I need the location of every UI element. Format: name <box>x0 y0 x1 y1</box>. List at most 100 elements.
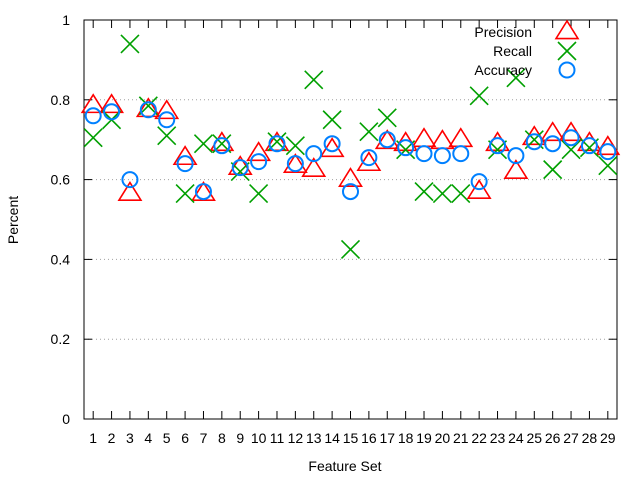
recall-point <box>83 128 103 148</box>
recall-point <box>138 96 158 116</box>
accuracy-point <box>176 155 194 173</box>
accuracy-point <box>599 143 617 161</box>
accuracy-point <box>415 145 433 163</box>
x-tick-label: 9 <box>236 430 244 446</box>
accuracy-point <box>507 147 525 165</box>
data-marks <box>80 34 621 259</box>
accuracy-point <box>158 111 176 129</box>
legend-label-precision: Precision <box>474 24 532 40</box>
y-axis-label: Percent <box>5 196 21 244</box>
y-tick-label: 1 <box>62 12 70 28</box>
x-tick-label: 1 <box>89 430 97 446</box>
x-tick-label: 17 <box>379 430 395 446</box>
accuracy-point <box>121 171 139 189</box>
recall-point <box>120 34 140 54</box>
accuracy-point <box>525 133 543 151</box>
accuracy-point <box>139 101 157 119</box>
recall-point <box>304 70 324 90</box>
x-tick-label: 3 <box>126 430 134 446</box>
x-tick-label: 15 <box>343 430 359 446</box>
precision-point <box>191 181 216 201</box>
precision-point <box>117 181 143 201</box>
accuracy-point <box>562 129 580 147</box>
recall-point <box>506 68 526 88</box>
accuracy-point <box>433 147 451 165</box>
accuracy-point <box>268 135 286 153</box>
x-tick-label: 22 <box>471 430 487 446</box>
grid-lines <box>84 99 617 340</box>
x-tick-label: 12 <box>288 430 304 446</box>
x-tick-label: 29 <box>600 430 616 446</box>
recall-point <box>285 136 305 156</box>
accuracy-point <box>194 183 212 201</box>
precision-point <box>540 121 566 142</box>
x-tick-label: 18 <box>398 430 414 446</box>
x-tick-label: 27 <box>563 430 579 446</box>
recall-point <box>175 183 195 204</box>
recall-point <box>598 156 618 176</box>
recall-point <box>432 183 452 204</box>
recall-point <box>414 182 434 202</box>
y-tick-label: 0 <box>62 411 70 427</box>
legend-marker-accuracy <box>558 61 576 79</box>
accuracy-point <box>305 145 323 163</box>
y-tick-label: 0.4 <box>51 251 71 267</box>
precision-point <box>172 145 198 166</box>
accuracy-point <box>544 135 562 153</box>
accuracy-point <box>213 137 231 155</box>
x-tick-label: 6 <box>181 430 189 446</box>
precision-point <box>154 99 180 120</box>
accuracy-point <box>360 149 378 167</box>
precision-point <box>338 167 363 187</box>
x-tick-label: 11 <box>270 430 285 446</box>
accuracy-point <box>231 159 249 177</box>
x-tick-label: 13 <box>306 430 322 446</box>
x-axis-label: Feature Set <box>308 458 381 474</box>
precision-point <box>411 127 437 148</box>
y-tick-label: 0.6 <box>51 172 71 188</box>
recall-point <box>157 126 177 146</box>
accuracy-point <box>580 137 598 155</box>
precision-point <box>246 141 272 162</box>
accuracy-point <box>470 173 488 191</box>
series-accuracy <box>84 101 617 201</box>
x-tick-label: 21 <box>453 430 469 446</box>
x-tick-label: 20 <box>435 430 451 446</box>
accuracy-point <box>103 103 121 121</box>
legend-marker-recall <box>557 41 577 61</box>
x-tick-label: 23 <box>490 430 506 446</box>
recall-point <box>249 183 269 204</box>
recall-point <box>543 160 563 180</box>
x-tick-label: 10 <box>251 430 267 446</box>
x-tick-label: 26 <box>545 430 561 446</box>
x-tick-label: 8 <box>218 430 226 446</box>
precision-point <box>282 153 308 174</box>
precision-point <box>301 157 327 178</box>
precision-point <box>99 93 125 114</box>
recall-point <box>193 134 214 154</box>
accuracy-point <box>378 131 396 149</box>
recall-point <box>377 108 397 128</box>
legend: Precision Recall Accuracy <box>474 19 580 79</box>
recall-point <box>340 239 361 259</box>
y-tick-label: 0.8 <box>51 92 71 108</box>
accuracy-point <box>342 183 359 201</box>
series-recall <box>83 34 618 259</box>
x-tick-label: 4 <box>144 430 152 446</box>
recall-point <box>359 122 379 142</box>
accuracy-point <box>323 135 341 153</box>
legend-marker-precision <box>554 19 580 40</box>
x-tick-label: 28 <box>582 430 598 446</box>
y-tick-label: 0.2 <box>51 331 71 347</box>
recall-point <box>487 140 508 160</box>
x-tick-label: 25 <box>527 430 543 446</box>
precision-point <box>80 93 106 114</box>
precision-point <box>448 127 474 148</box>
x-tick-label: 14 <box>324 430 340 446</box>
x-tick-label: 2 <box>108 430 116 446</box>
plot-frame <box>83 19 618 420</box>
x-tick-label: 24 <box>508 430 524 446</box>
legend-label-accuracy: Accuracy <box>474 62 532 78</box>
recall-point <box>469 86 489 106</box>
